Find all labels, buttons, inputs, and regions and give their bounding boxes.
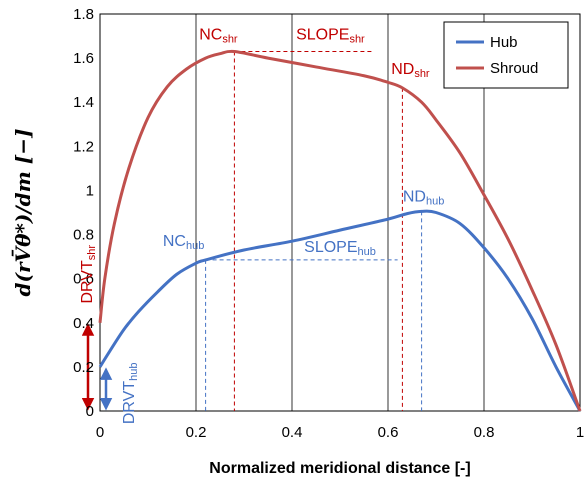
x-tick-label: 0.8 [474, 424, 495, 441]
annotation-slope-shr: SLOPEshr [296, 26, 365, 45]
x-tick-labels: 0 0.2 0.4 0.6 0.8 1 [96, 424, 584, 441]
legend-label-hub: Hub [490, 34, 518, 51]
x-tick-label: 0.6 [378, 424, 399, 441]
legend-box [443, 21, 569, 89]
y-tick-label: 1 [86, 182, 94, 199]
series-group [98, 49, 582, 412]
y-tick-label: 1.2 [73, 138, 94, 155]
annotation-drvt-hub: DRVThub [121, 363, 140, 425]
annotation-nd-hub: NDhub [403, 188, 444, 207]
annotation-nc-hub: NChub [163, 233, 204, 252]
y-tick-label: 1.4 [73, 94, 94, 111]
y-tick-label: 1.8 [73, 6, 94, 23]
legend-label-shroud: Shroud [490, 60, 538, 77]
y-tick-label: 0.6 [73, 271, 94, 288]
drvt-arrows [81, 323, 113, 411]
y-tick-label: 0.2 [73, 359, 94, 376]
annotation-drvt-shr: DRVTshr [79, 245, 98, 304]
series-line-hub [98, 209, 582, 412]
y-axis-label: d(rV̄θ*)/dm [−] [10, 129, 35, 297]
x-tick-label: 0.4 [282, 424, 303, 441]
y-tick-label: 1.6 [73, 50, 94, 67]
annotation-slope-hub: SLOPEhub [304, 239, 376, 258]
x-tick-label: 0.2 [186, 424, 207, 441]
x-axis-label: Normalized meridional distance [-] [209, 460, 470, 477]
grid-lines [195, 14, 485, 411]
plot-area [99, 13, 581, 412]
guide-lines [205, 50, 423, 411]
x-tick-label: 0 [96, 424, 104, 441]
y-tick-label: 0.8 [73, 227, 94, 244]
legend: Hub Shroud [443, 21, 569, 89]
y-tick-label: 0 [86, 403, 94, 420]
y-tick-labels: 0 0.2 0.4 0.6 0.8 1 1.2 1.4 1.6 1.8 [73, 6, 94, 420]
series-line-shroud [98, 49, 582, 412]
y-tick-label: 0.4 [73, 315, 94, 332]
x-tick-label: 1 [576, 424, 584, 441]
annotations: NCshr SLOPEshr NDshr DRVTshr NChub SLOPEhub ND… [79, 26, 444, 424]
annotation-nc-shr: NCshr [199, 26, 238, 45]
annotation-nd-shr: NDshr [391, 61, 430, 80]
